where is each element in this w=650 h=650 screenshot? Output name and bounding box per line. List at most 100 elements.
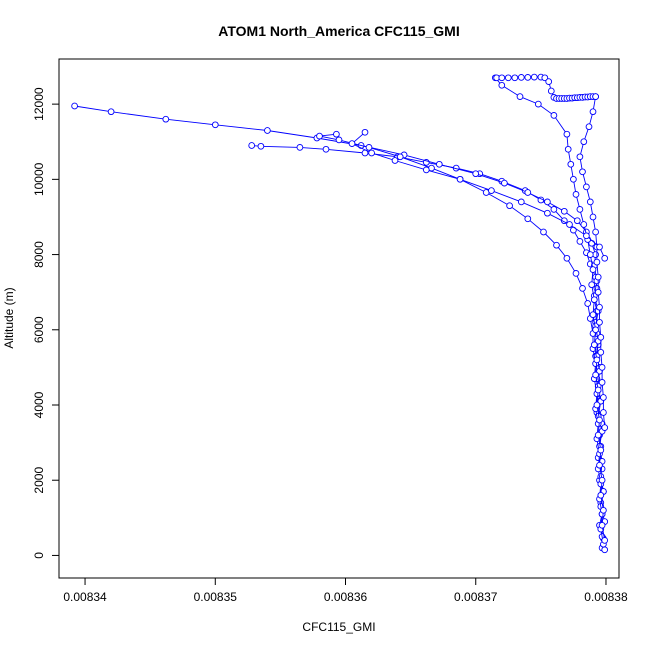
x-tick-label: 0.00834 <box>63 590 107 604</box>
chart-title: ATOM1 North_America CFC115_GMI <box>218 23 459 39</box>
data-point <box>597 348 605 356</box>
data-point <box>596 416 603 424</box>
data-point <box>576 206 584 213</box>
series-group <box>248 142 607 552</box>
data-point <box>586 251 594 258</box>
data-point <box>580 221 588 228</box>
data-point <box>601 537 609 544</box>
series-group <box>491 74 609 544</box>
data-point <box>590 341 598 349</box>
data-point <box>517 74 525 81</box>
data-point <box>572 191 580 198</box>
data-point <box>333 130 340 138</box>
series-group <box>576 93 609 431</box>
data-point <box>588 281 596 289</box>
data-point <box>248 142 256 149</box>
data-point <box>530 73 538 81</box>
series-group <box>71 102 609 554</box>
data-point <box>541 74 549 82</box>
data-point <box>596 318 603 326</box>
data-point <box>524 74 532 81</box>
series-line <box>251 145 604 548</box>
series-group <box>493 73 599 102</box>
data-point <box>564 145 572 153</box>
data-point <box>322 145 330 153</box>
data-point <box>580 138 588 146</box>
data-point <box>598 379 606 386</box>
series-layer <box>71 73 609 554</box>
y-tick-label: 4000 <box>32 391 46 418</box>
data-point <box>576 153 584 161</box>
data-point <box>335 136 343 144</box>
data-point <box>567 160 575 168</box>
data-point <box>368 149 375 157</box>
x-tick-label: 0.00835 <box>194 590 238 604</box>
data-point <box>589 213 597 221</box>
data-point <box>264 127 271 134</box>
data-point <box>544 209 551 217</box>
data-point <box>592 93 599 100</box>
data-point <box>572 270 580 277</box>
y-tick-label: 8000 <box>32 241 46 268</box>
data-point <box>516 93 524 100</box>
y-tick-label: 0 <box>32 552 46 559</box>
data-point <box>534 100 542 108</box>
data-point <box>594 386 602 394</box>
data-point <box>396 153 404 161</box>
data-point <box>498 81 506 89</box>
data-point <box>566 221 573 228</box>
data-point <box>563 130 571 138</box>
data-point <box>517 198 525 206</box>
data-point <box>593 258 601 266</box>
data-point <box>585 123 593 131</box>
data-point <box>71 102 78 110</box>
data-point <box>361 128 369 136</box>
data-point <box>573 217 581 225</box>
data-point <box>211 121 219 129</box>
data-point <box>579 168 586 176</box>
data-point <box>435 160 443 168</box>
series-group <box>348 128 609 262</box>
data-point <box>296 144 304 151</box>
data-point <box>316 132 323 140</box>
data-point <box>589 311 597 319</box>
data-point <box>593 356 601 364</box>
data-point <box>593 401 601 409</box>
data-point <box>598 521 606 529</box>
data-point <box>598 364 606 371</box>
data-point <box>584 300 592 307</box>
x-tick-label: 0.00836 <box>324 590 368 604</box>
data-point <box>576 238 584 245</box>
data-point <box>365 144 373 151</box>
data-point <box>592 326 599 334</box>
y-axis: 0 2000 4000 6000 8000 10000 12000 <box>32 87 60 559</box>
data-point <box>598 476 606 484</box>
data-point <box>594 431 602 439</box>
data-point <box>547 87 555 95</box>
data-point <box>422 166 430 174</box>
data-point <box>594 288 602 296</box>
data-point <box>107 108 115 116</box>
series-line <box>74 105 606 550</box>
data-point <box>498 74 506 82</box>
x-tick-label: 0.00837 <box>454 590 498 604</box>
data-point <box>391 157 399 164</box>
y-tick-label: 2000 <box>32 467 46 494</box>
y-tick-label: 6000 <box>32 316 46 343</box>
data-point <box>553 241 560 249</box>
data-point <box>257 142 265 150</box>
data-point <box>488 187 495 194</box>
data-point <box>596 303 603 311</box>
data-point <box>583 183 590 191</box>
data-point <box>550 206 558 213</box>
y-tick-label: 10000 <box>32 162 46 196</box>
data-point <box>162 115 170 123</box>
data-point <box>472 170 480 178</box>
data-point <box>506 202 513 210</box>
data-point <box>589 266 597 273</box>
data-point <box>348 140 356 147</box>
data-point <box>586 198 594 206</box>
data-point <box>589 108 597 116</box>
data-point <box>524 189 532 196</box>
series-line <box>319 133 604 545</box>
